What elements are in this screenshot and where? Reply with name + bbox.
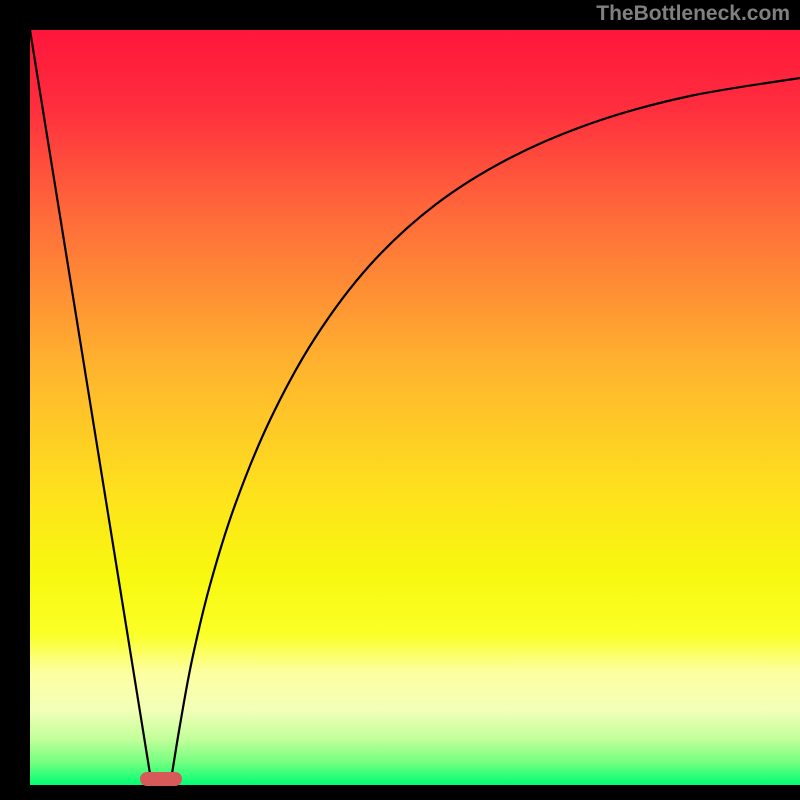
minimum-marker <box>140 772 182 786</box>
left-line <box>30 30 151 780</box>
curves-layer <box>30 30 800 785</box>
chart-container: TheBottleneck.com <box>0 0 800 800</box>
plot-area <box>30 30 800 785</box>
right-curve <box>171 78 800 780</box>
watermark-text: TheBottleneck.com <box>596 2 790 26</box>
